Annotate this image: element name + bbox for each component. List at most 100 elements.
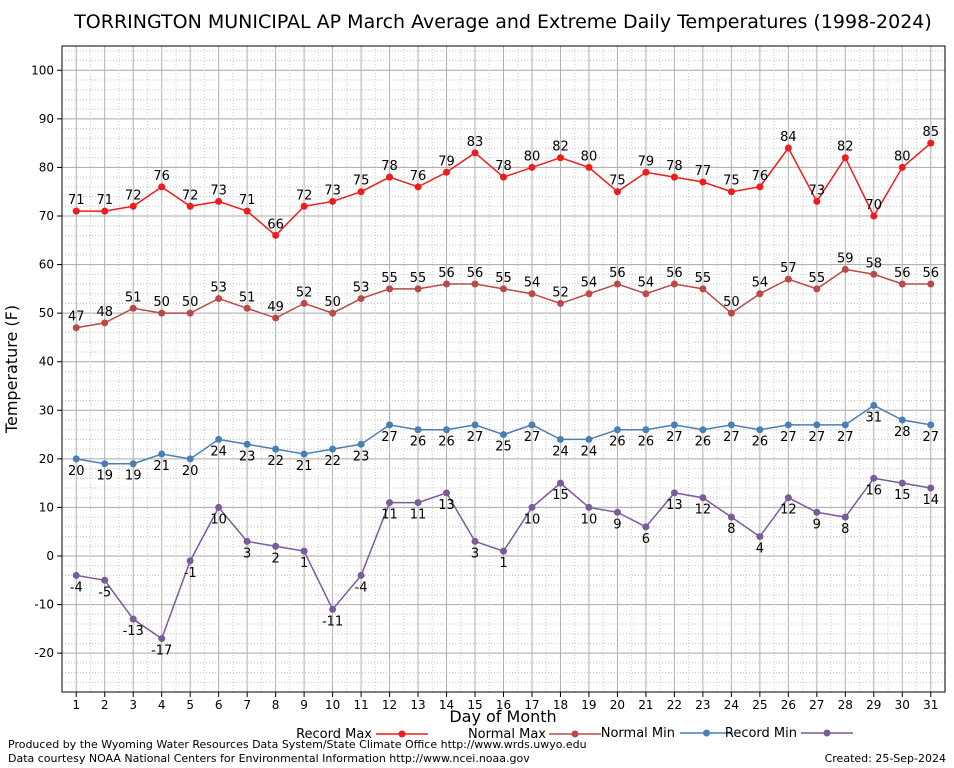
record-max-data-label: 76 bbox=[752, 169, 769, 184]
record-min-point bbox=[186, 557, 194, 565]
normal-max-data-label: 52 bbox=[296, 285, 313, 300]
record-max-data-label: 76 bbox=[410, 169, 427, 184]
normal-min-point bbox=[129, 460, 137, 468]
normal-max-point bbox=[642, 290, 650, 298]
normal-min-point bbox=[528, 421, 536, 429]
normal-max-data-label: 53 bbox=[353, 281, 370, 296]
legend-marker bbox=[398, 730, 406, 738]
record-max-data-label: 80 bbox=[894, 149, 911, 164]
legend-label: Normal Max bbox=[468, 727, 546, 742]
record-min-point bbox=[357, 571, 365, 579]
x-tick-label: 15 bbox=[467, 698, 482, 712]
record-max-data-label: 75 bbox=[723, 174, 740, 189]
record-min-data-label: 3 bbox=[471, 546, 479, 561]
normal-min-data-label: 27 bbox=[809, 430, 826, 445]
normal-min-data-label: 24 bbox=[210, 444, 227, 459]
x-tick-label: 30 bbox=[895, 698, 910, 712]
record-min-data-label: -4 bbox=[355, 580, 368, 595]
normal-min-data-label: 27 bbox=[381, 430, 398, 445]
normal-max-point bbox=[243, 304, 251, 312]
record-max-data-label: 78 bbox=[495, 159, 512, 174]
record-min-data-label: 10 bbox=[581, 512, 598, 527]
normal-min-data-label: 21 bbox=[296, 459, 313, 474]
normal-min-point bbox=[443, 426, 451, 434]
normal-max-data-label: 56 bbox=[438, 266, 455, 281]
normal-min-data-label: 25 bbox=[495, 440, 512, 455]
normal-min-point bbox=[756, 426, 764, 434]
record-max-data-label: 79 bbox=[438, 154, 455, 169]
record-max-point bbox=[528, 163, 536, 171]
record-min-point bbox=[613, 508, 621, 516]
normal-min-point bbox=[500, 431, 507, 439]
record-max-point bbox=[699, 178, 707, 186]
record-min-data-label: 11 bbox=[381, 508, 398, 523]
created-date: Created: 25-Sep-2024 bbox=[824, 752, 946, 765]
normal-min-data-label: 27 bbox=[467, 430, 484, 445]
x-tick-label: 28 bbox=[838, 698, 853, 712]
record-max-point bbox=[585, 163, 593, 171]
legend-item-record-min: Record Min bbox=[725, 726, 853, 741]
normal-max-series: 47 48 51 50 50 53 51 49 52 50 53 55 55 56 56 55 54 52 54 56… bbox=[68, 251, 939, 332]
normal-max-data-label: 50 bbox=[182, 295, 199, 310]
record-max-data-label: 85 bbox=[922, 125, 939, 140]
x-tick-label: 7 bbox=[243, 698, 251, 712]
x-tick-label: 14 bbox=[439, 698, 454, 712]
record-min-data-label: 1 bbox=[300, 556, 308, 571]
normal-min-data-label: 23 bbox=[353, 449, 370, 464]
normal-max-point bbox=[756, 290, 764, 298]
y-tick-label: 90 bbox=[39, 112, 54, 126]
record-max-point bbox=[927, 139, 935, 147]
record-max-point bbox=[272, 231, 280, 239]
legend-label: Record Min bbox=[725, 726, 797, 741]
normal-max-point bbox=[215, 295, 223, 303]
record-max-data-label: 84 bbox=[780, 130, 797, 145]
normal-max-data-label: 51 bbox=[125, 290, 142, 305]
normal-min-point bbox=[898, 416, 906, 424]
record-max-point bbox=[414, 183, 422, 191]
record-max-data-label: 66 bbox=[267, 217, 284, 232]
normal-min-data-label: 27 bbox=[723, 430, 740, 445]
grid bbox=[62, 46, 945, 692]
record-min-point bbox=[272, 542, 280, 550]
normal-min-point bbox=[556, 435, 564, 443]
x-tick-label: 8 bbox=[272, 698, 280, 712]
y-axis-label: Temperature (F) bbox=[2, 305, 21, 434]
normal-min-data-label: 24 bbox=[581, 444, 598, 459]
record-max-point bbox=[129, 202, 137, 210]
normal-min-data-label: 24 bbox=[552, 444, 569, 459]
normal-min-data-label: 27 bbox=[780, 430, 797, 445]
normal-min-point bbox=[357, 440, 365, 448]
normal-max-point bbox=[158, 309, 166, 317]
record-min-point bbox=[642, 523, 650, 531]
record-min-point bbox=[556, 479, 564, 487]
normal-min-point bbox=[386, 421, 394, 429]
x-tick-label: 11 bbox=[353, 698, 368, 712]
record-min-data-label: 1 bbox=[499, 556, 507, 571]
record-max-point bbox=[443, 168, 451, 176]
normal-max-point bbox=[784, 275, 792, 283]
record-min-data-label: 11 bbox=[410, 508, 427, 523]
x-tick-label: 31 bbox=[923, 698, 938, 712]
record-max-data-label: 77 bbox=[695, 164, 712, 179]
record-min-data-label: 8 bbox=[841, 522, 849, 537]
normal-max-point bbox=[443, 280, 451, 288]
x-tick-label: 22 bbox=[667, 698, 682, 712]
x-tick-label: 19 bbox=[581, 698, 596, 712]
normal-max-data-label: 50 bbox=[153, 295, 170, 310]
record-min-data-label: -4 bbox=[70, 580, 83, 595]
record-min-point bbox=[158, 635, 166, 643]
record-min-data-label: -5 bbox=[98, 585, 111, 600]
x-tick-label: 5 bbox=[186, 698, 194, 712]
normal-min-data-label: 26 bbox=[695, 435, 712, 450]
record-max-data-label: 70 bbox=[866, 198, 883, 213]
record-min-data-label: -1 bbox=[184, 566, 197, 581]
normal-min-point bbox=[215, 435, 223, 443]
normal-min-data-label: 27 bbox=[666, 430, 683, 445]
x-tick-label: 10 bbox=[325, 698, 340, 712]
normal-min-data-label: 26 bbox=[638, 435, 655, 450]
normal-min-point bbox=[300, 450, 308, 458]
normal-min-data-label: 26 bbox=[410, 435, 427, 450]
normal-max-data-label: 47 bbox=[68, 310, 85, 325]
normal-min-point bbox=[585, 435, 593, 443]
